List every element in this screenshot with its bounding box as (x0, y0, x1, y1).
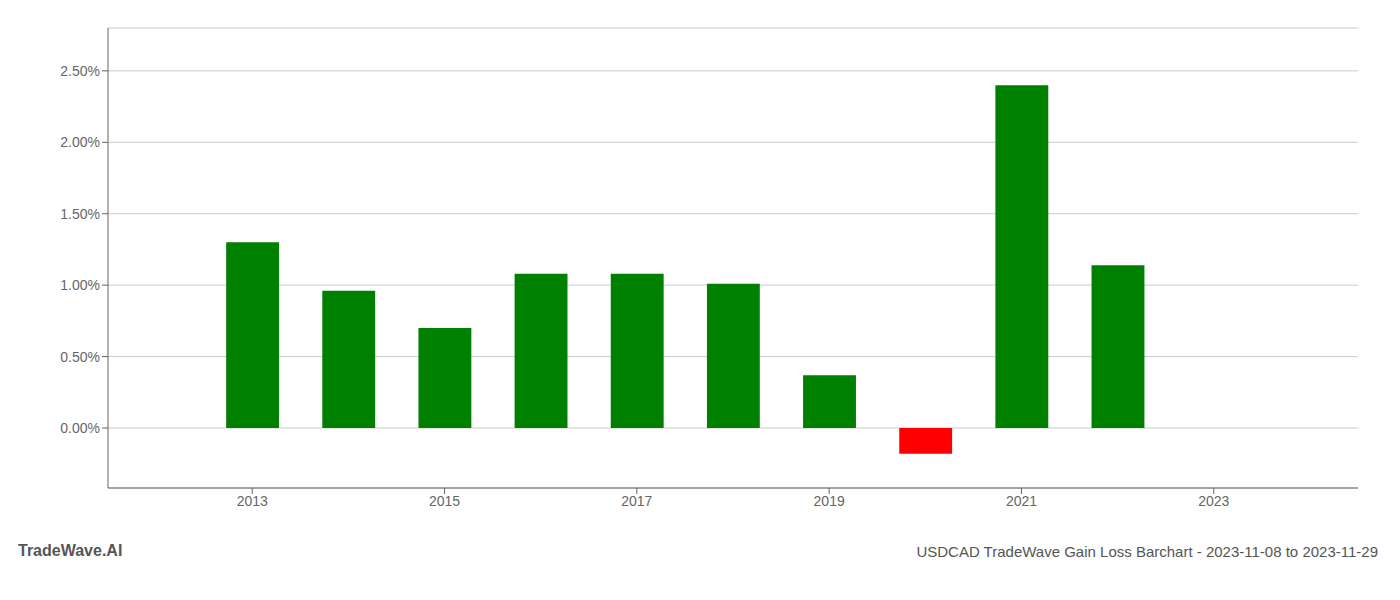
svg-text:1.00%: 1.00% (60, 277, 100, 293)
svg-text:2023: 2023 (1198, 493, 1229, 509)
svg-text:1.50%: 1.50% (60, 206, 100, 222)
svg-text:2021: 2021 (1006, 493, 1037, 509)
svg-text:2015: 2015 (429, 493, 460, 509)
svg-text:2013: 2013 (237, 493, 268, 509)
svg-text:2019: 2019 (814, 493, 845, 509)
html-text:USDCAD TradeWave Gain Loss Bar: USDCAD TradeWave Gain Loss Barchart - 20… (916, 543, 1378, 560)
svg-text:2.50%: 2.50% (60, 63, 100, 79)
html-text:TradeWave.AI: TradeWave.AI (18, 542, 123, 559)
svg-text:0.50%: 0.50% (60, 349, 100, 365)
svg-text:0.00%: 0.00% (60, 420, 100, 436)
svg-text:2.00%: 2.00% (60, 134, 100, 150)
svg-text:2017: 2017 (621, 493, 652, 509)
